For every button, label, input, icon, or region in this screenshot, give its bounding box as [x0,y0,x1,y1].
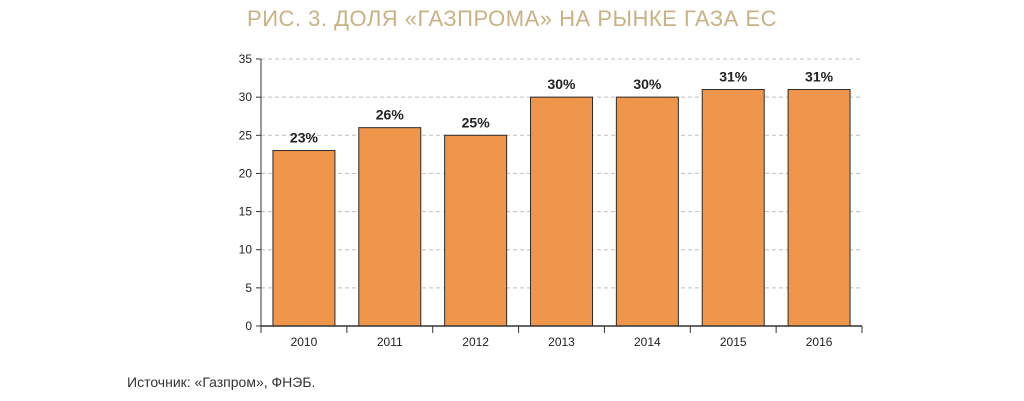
data-label: 31% [719,69,748,85]
x-tick-label: 2015 [720,335,747,349]
data-label: 31% [805,69,834,85]
y-tick-label: 20 [239,166,253,180]
data-label: 26% [376,107,405,123]
data-label: 30% [547,76,576,92]
bar [701,89,765,327]
bar [272,150,336,327]
x-tick-label: 2010 [291,335,318,349]
x-tick-label: 2012 [462,335,489,349]
bar [787,89,851,327]
y-tick-label: 10 [239,243,253,257]
y-tick-label: 0 [245,319,252,333]
chart-title: РИС. 3. ДОЛЯ «ГАЗПРОМА» НА РЫНКЕ ГАЗА ЕС [247,6,777,31]
bar [444,134,508,327]
x-tick-label: 2011 [377,335,403,349]
data-label: 25% [462,114,491,130]
source-note: Источник: «Газпром», ФНЭБ. [127,374,316,390]
bar [530,96,593,327]
y-tick-label: 30 [239,90,253,104]
data-label: 30% [633,76,662,92]
bar [358,127,422,327]
x-tick-label: 2016 [806,335,833,349]
y-tick-label: 35 [239,52,253,66]
y-tick-label: 15 [239,205,253,219]
bar [615,96,679,327]
y-tick-label: 5 [245,281,252,295]
x-tick-label: 2013 [548,335,575,349]
data-label: 23% [290,130,319,146]
y-tick-label: 25 [239,128,253,142]
x-tick-label: 2014 [634,335,661,349]
